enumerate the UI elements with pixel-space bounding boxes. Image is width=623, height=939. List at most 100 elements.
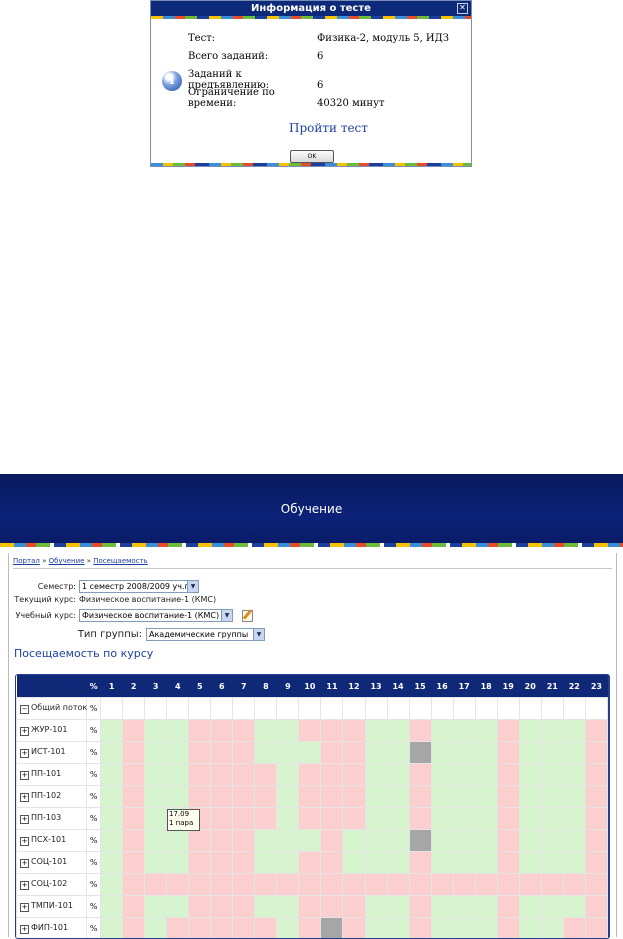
attendance-cell[interactable] [497,786,519,808]
attendance-cell[interactable] [123,874,145,896]
attendance-cell[interactable] [409,808,431,830]
attendance-cell[interactable] [563,896,585,918]
attendance-cell[interactable] [255,786,277,808]
attendance-cell[interactable] [585,896,607,918]
attendance-cell[interactable] [233,764,255,786]
attendance-cell[interactable] [475,742,497,764]
attendance-cell[interactable] [519,808,541,830]
expand-icon[interactable]: + [20,749,29,758]
attendance-cell[interactable] [343,786,365,808]
attendance-cell[interactable] [277,918,299,939]
attendance-cell[interactable] [453,764,475,786]
attendance-cell[interactable] [233,896,255,918]
attendance-cell[interactable] [519,830,541,852]
attendance-cell[interactable] [233,852,255,874]
attendance-cell[interactable] [365,720,387,742]
attendance-cell[interactable] [233,874,255,896]
attendance-cell[interactable] [497,918,519,939]
attendance-cell[interactable] [519,786,541,808]
attendance-cell[interactable] [541,874,563,896]
edit-icon[interactable] [242,610,253,622]
attendance-cell[interactable] [431,874,453,896]
attendance-cell[interactable] [343,742,365,764]
attendance-cell[interactable] [211,830,233,852]
group-name-cell[interactable]: +ЖУР-101 [17,720,87,742]
attendance-cell[interactable] [211,808,233,830]
attendance-cell[interactable] [299,852,321,874]
attendance-cell[interactable] [475,786,497,808]
attendance-cell[interactable] [563,852,585,874]
attendance-cell[interactable] [189,918,211,939]
attendance-cell[interactable] [497,764,519,786]
attendance-cell[interactable] [233,808,255,830]
attendance-cell[interactable] [497,874,519,896]
attendance-cell[interactable] [255,720,277,742]
attendance-cell[interactable] [321,830,343,852]
chevron-down-icon[interactable]: ▼ [187,581,198,592]
attendance-cell[interactable] [255,742,277,764]
attendance-cell[interactable] [453,808,475,830]
attendance-cell[interactable] [123,808,145,830]
attendance-cell[interactable] [211,918,233,939]
attendance-cell[interactable] [101,830,123,852]
attendance-cell[interactable] [475,896,497,918]
attendance-cell[interactable] [211,720,233,742]
attendance-cell[interactable] [585,874,607,896]
attendance-cell[interactable] [475,918,497,939]
attendance-cell[interactable] [343,764,365,786]
attendance-cell[interactable] [453,742,475,764]
attendance-cell[interactable] [453,786,475,808]
attendance-cell[interactable] [431,764,453,786]
attendance-cell[interactable] [453,918,475,939]
attendance-cell[interactable] [211,852,233,874]
attendance-cell[interactable] [563,720,585,742]
group-name-cell[interactable]: +ПП-103 [17,808,87,830]
expand-icon[interactable]: + [20,903,29,912]
attendance-cell[interactable] [123,918,145,939]
attendance-cell[interactable] [585,808,607,830]
attendance-cell[interactable] [167,852,189,874]
attendance-cell[interactable] [321,786,343,808]
attendance-cell[interactable] [387,852,409,874]
attendance-cell[interactable] [189,786,211,808]
attendance-cell[interactable] [409,720,431,742]
attendance-cell[interactable] [585,764,607,786]
attendance-cell[interactable] [277,896,299,918]
attendance-cell[interactable] [541,918,563,939]
group-name-cell[interactable]: +ПП-102 [17,786,87,808]
attendance-cell[interactable] [563,874,585,896]
attendance-cell[interactable] [475,852,497,874]
attendance-cell[interactable] [189,720,211,742]
attendance-cell[interactable] [211,874,233,896]
attendance-cell[interactable] [431,742,453,764]
attendance-cell[interactable] [475,720,497,742]
take-test-link[interactable]: Пройти тест [289,121,368,135]
attendance-cell[interactable] [145,830,167,852]
attendance-cell[interactable] [387,742,409,764]
attendance-cell[interactable] [299,764,321,786]
attendance-cell[interactable] [123,852,145,874]
attendance-cell[interactable] [497,742,519,764]
attendance-cell[interactable] [145,808,167,830]
attendance-cell[interactable] [387,896,409,918]
attendance-cell[interactable] [431,830,453,852]
attendance-cell[interactable] [167,720,189,742]
attendance-cell[interactable] [233,830,255,852]
attendance-cell[interactable] [189,764,211,786]
attendance-cell[interactable] [277,830,299,852]
attendance-cell[interactable] [409,786,431,808]
attendance-cell[interactable] [541,896,563,918]
chevron-down-icon[interactable]: ▼ [221,610,232,621]
attendance-cell[interactable] [387,918,409,939]
attendance-cell[interactable] [145,852,167,874]
attendance-cell[interactable] [585,918,607,939]
attendance-cell[interactable] [255,874,277,896]
expand-icon[interactable]: + [20,859,29,868]
attendance-cell[interactable] [563,830,585,852]
group-name-cell[interactable]: +ТМПИ-101 [17,896,87,918]
breadcrumb-learning[interactable]: Обучение [49,557,85,565]
attendance-cell[interactable] [321,742,343,764]
attendance-cell[interactable] [167,786,189,808]
attendance-cell[interactable] [101,764,123,786]
expand-icon[interactable]: + [20,837,29,846]
